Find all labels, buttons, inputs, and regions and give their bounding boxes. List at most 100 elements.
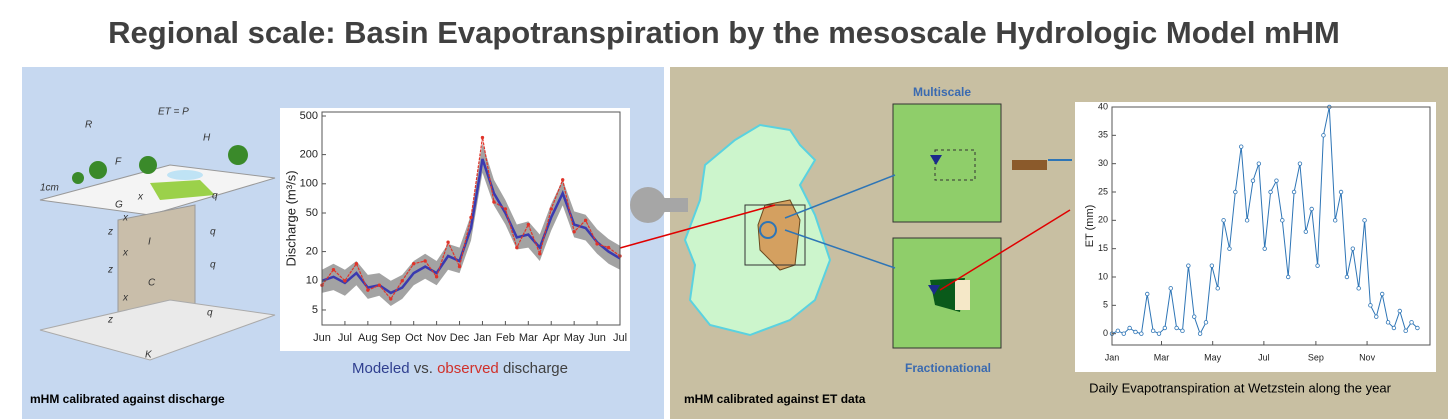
y-tick-label: 50 <box>306 207 318 219</box>
y-tick-label: 0 <box>1103 328 1108 338</box>
point-marker <box>1297 161 1303 166</box>
point-marker <box>1168 286 1173 291</box>
point-marker <box>1338 189 1344 195</box>
y-tick-label: 10 <box>1098 271 1108 281</box>
point-marker <box>1291 189 1297 195</box>
et-caption: Daily Evapotranspiration at Wetzstein al… <box>1089 380 1391 395</box>
point-marker <box>1227 246 1232 251</box>
y-tick-label: 5 <box>1103 300 1108 310</box>
point-marker <box>1268 189 1273 195</box>
point-marker <box>583 218 588 223</box>
et-chart-frame <box>1075 102 1436 372</box>
diagram-label: x <box>122 293 129 304</box>
diagram-label: z <box>107 265 113 276</box>
x-tick-label: Jul <box>1258 352 1270 362</box>
connector-bar <box>648 198 688 212</box>
point-marker <box>1239 144 1244 149</box>
point-marker <box>1174 325 1179 331</box>
point-marker <box>560 178 565 182</box>
caption-rest: discharge <box>503 360 568 377</box>
fractional-label: Fractionational <box>905 361 991 375</box>
point-marker <box>492 200 496 204</box>
point-marker <box>1192 314 1197 319</box>
y-tick-label: 200 <box>300 149 318 161</box>
point-marker <box>1186 263 1191 268</box>
point-marker <box>1321 133 1326 138</box>
point-marker <box>1332 218 1338 223</box>
germany-map <box>619 103 1072 349</box>
point-marker <box>1121 331 1126 336</box>
point-marker <box>1415 325 1420 331</box>
point-marker <box>1145 291 1150 297</box>
point-marker <box>354 262 359 266</box>
x-tick-label: Aug <box>358 332 378 344</box>
point-marker <box>1397 308 1402 314</box>
diagram-label: x <box>122 248 129 259</box>
plot-border <box>1111 106 1431 346</box>
point-marker <box>446 240 450 244</box>
point-marker <box>1315 263 1320 268</box>
y-tick-label: 30 <box>1098 158 1108 168</box>
x-tick-label: May <box>1204 352 1222 362</box>
left-caption: mHM calibrated against discharge <box>30 392 225 406</box>
diagram-label: G <box>115 200 123 211</box>
y-tick-label: 20 <box>306 245 318 257</box>
diagram-label: K <box>145 350 153 361</box>
y-axis-label: Discharge (m³/s) <box>283 170 298 266</box>
point-marker <box>1244 218 1250 223</box>
diagram-label: z <box>107 227 113 238</box>
x-tick-label: Jul <box>338 332 352 344</box>
point-marker <box>1374 314 1379 319</box>
point-marker <box>1262 246 1267 251</box>
point-marker <box>595 242 599 246</box>
diagram-label: q <box>210 227 216 238</box>
series-line <box>321 158 621 295</box>
point-marker <box>1127 325 1132 331</box>
point-marker <box>1156 331 1162 336</box>
point-marker <box>1209 263 1215 268</box>
point-marker <box>366 288 370 292</box>
x-tick-label: Nov <box>1359 352 1376 362</box>
point-marker <box>549 207 553 211</box>
point-marker <box>1368 303 1373 308</box>
x-tick-label: Sep <box>381 332 401 344</box>
point-marker <box>400 279 404 283</box>
x-tick-label: Jun <box>313 332 331 344</box>
discharge-caption: Modeled vs. observed discharge <box>352 360 568 377</box>
slide-title: Regional scale: Basin Evapotranspiration… <box>108 15 1340 50</box>
x-tick-label: May <box>564 332 585 344</box>
diagram-label: q <box>207 308 213 319</box>
point-marker <box>1391 325 1397 331</box>
y-axis-label: ET (mm) <box>1084 205 1096 248</box>
x-tick-label: Mar <box>519 332 538 344</box>
y-tick-label: 20 <box>1098 215 1108 225</box>
point-marker <box>1362 218 1367 223</box>
point-marker <box>411 262 416 266</box>
diagram-label: F <box>115 157 122 168</box>
point-marker <box>343 279 347 283</box>
multiscale-label: Multiscale <box>913 85 971 99</box>
point-marker <box>515 245 519 250</box>
point-marker <box>377 283 382 287</box>
point-marker <box>331 268 336 272</box>
x-tick-label: Jan <box>1105 352 1120 362</box>
point-marker <box>1150 328 1156 334</box>
y-tick-label: 10 <box>306 275 318 287</box>
point-marker <box>1162 325 1168 331</box>
diagram-label: H <box>203 133 211 144</box>
x-tick-label: Apr <box>543 332 560 344</box>
point-marker <box>1356 286 1361 291</box>
point-marker <box>1203 320 1209 325</box>
x-tick-label: Jun <box>588 332 606 344</box>
x-tick-label: Feb <box>496 332 515 344</box>
point-marker <box>1280 218 1285 223</box>
point-marker <box>1180 328 1185 334</box>
y-tick-label: 40 <box>1098 101 1108 111</box>
x-tick-label: Oct <box>405 332 422 344</box>
diagram-label: x <box>122 213 129 224</box>
point-marker <box>389 297 393 301</box>
point-marker <box>572 230 576 234</box>
diagram-label: 1cm <box>40 183 59 194</box>
y-tick-label: 5 <box>312 304 318 316</box>
